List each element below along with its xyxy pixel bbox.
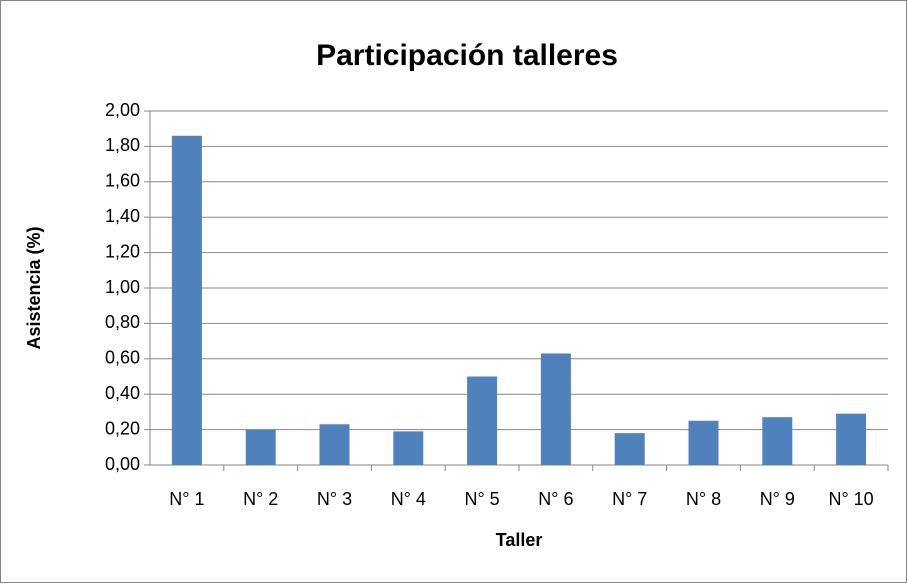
x-tick-label: N° 2 bbox=[243, 489, 278, 509]
bar bbox=[540, 353, 571, 465]
y-tick-label: 0,60 bbox=[105, 348, 140, 368]
y-tick-label: 1,40 bbox=[105, 206, 140, 226]
y-tick-label: 0,20 bbox=[105, 418, 140, 438]
bar bbox=[836, 413, 867, 465]
x-tick-label: N° 8 bbox=[686, 489, 721, 509]
bar bbox=[688, 420, 719, 465]
x-tick-label: N° 3 bbox=[317, 489, 352, 509]
y-axis-label: Asistencia (%) bbox=[24, 226, 44, 349]
bar bbox=[245, 429, 276, 465]
y-tick-label: 2,00 bbox=[105, 100, 140, 120]
bar bbox=[319, 424, 350, 465]
x-tick-label: N° 4 bbox=[391, 489, 426, 509]
x-tick-label: N° 6 bbox=[538, 489, 573, 509]
x-tick-label: N° 1 bbox=[169, 489, 204, 509]
bar bbox=[762, 417, 793, 465]
y-tick-label: 1,80 bbox=[105, 135, 140, 155]
y-tick-label: 0,40 bbox=[105, 383, 140, 403]
y-tick-label: 0,00 bbox=[105, 454, 140, 474]
bar bbox=[614, 433, 645, 465]
x-axis-label: Taller bbox=[496, 530, 543, 550]
y-tick-label: 1,00 bbox=[105, 277, 140, 297]
y-tick-label: 0,80 bbox=[105, 312, 140, 332]
bar bbox=[171, 135, 202, 465]
bar bbox=[393, 431, 424, 465]
x-tick-label: N° 10 bbox=[828, 489, 873, 509]
chart-title: Participación talleres bbox=[316, 39, 618, 72]
y-tick-label: 1,20 bbox=[105, 241, 140, 261]
bar bbox=[467, 376, 498, 465]
y-tick-label: 1,60 bbox=[105, 171, 140, 191]
x-tick-label: N° 7 bbox=[612, 489, 647, 509]
x-tick-label: N° 5 bbox=[464, 489, 499, 509]
x-tick-label: N° 9 bbox=[760, 489, 795, 509]
